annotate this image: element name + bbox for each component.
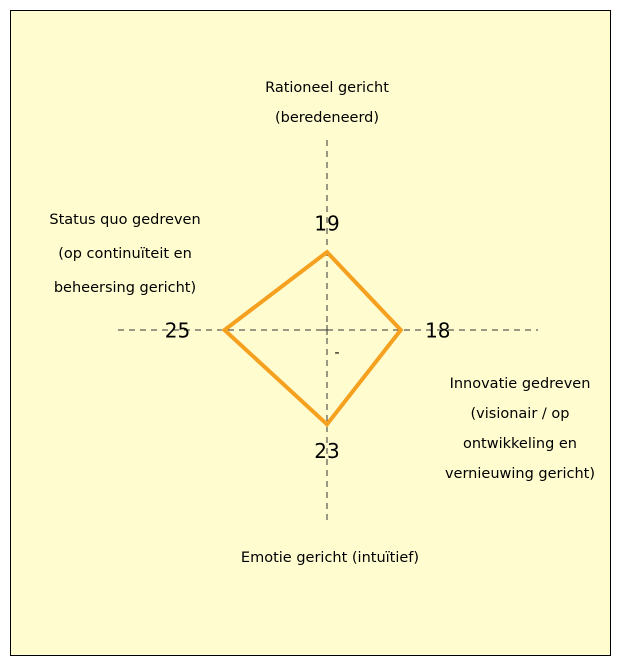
axis-label: (visionair / op [471, 406, 570, 422]
axis-label: Status quo gedreven [49, 212, 200, 228]
axis-label: vernieuwing gericht) [445, 466, 595, 482]
axis-label: (op continuïteit en [58, 246, 192, 262]
axis-label: (beredeneerd) [275, 110, 379, 126]
axis-label: Emotie gericht (intuïtief) [241, 550, 419, 566]
value-label: 23 [314, 439, 339, 463]
data-area [221, 249, 404, 428]
annotation: - [334, 345, 339, 361]
axis-label: beheersing gericht) [54, 280, 196, 296]
axis-label: Innovatie gedreven [450, 376, 591, 392]
axis-label: ontwikkeling en [463, 436, 577, 452]
axis-label: Rationeel gericht [265, 80, 389, 96]
background [10, 10, 611, 656]
value-label: 19 [314, 212, 339, 236]
value-label: 18 [425, 319, 450, 343]
value-label: 25 [165, 319, 190, 343]
